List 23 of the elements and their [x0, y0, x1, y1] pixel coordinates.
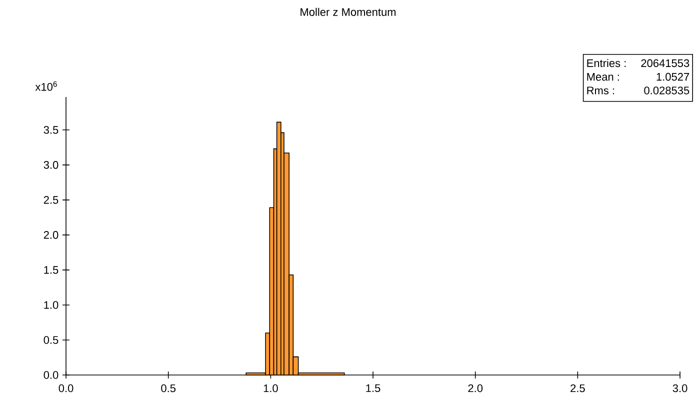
x-tick-label: 3.0 — [672, 384, 688, 392]
y-tick-label: 0.0 — [44, 371, 58, 379]
x-tick-label: 1.5 — [366, 384, 380, 392]
y-tick-label: 3.0 — [44, 161, 58, 169]
x-tick-label: 2.5 — [570, 384, 585, 392]
y-tick-label: 0.5 — [44, 336, 58, 344]
text: 0.028535 — [644, 86, 690, 94]
y-tick-label: 3.5 — [44, 126, 58, 134]
chart-title: Moller z Momentum — [300, 8, 396, 16]
text: Entries : — [587, 58, 626, 68]
text: Rms : — [587, 86, 614, 94]
y-axis-title: x10$^{6}$ — [35, 81, 57, 91]
x-tick-label: 1.0 — [264, 384, 278, 392]
x-tick-label: 2.0 — [468, 384, 483, 392]
x-tick-label: 0.0 — [58, 384, 74, 392]
y-tick-label: 2.5 — [44, 196, 58, 204]
y-tick-label: 2.0 — [44, 231, 58, 239]
text: 1.0527 — [656, 72, 690, 81]
text: 20641553 — [641, 59, 690, 68]
y-tick-label: 1.5 — [44, 266, 58, 274]
y-tick-label: 1.0 — [44, 301, 58, 309]
x-tick-label: 0.5 — [161, 384, 176, 392]
text: Mean : — [587, 73, 619, 81]
